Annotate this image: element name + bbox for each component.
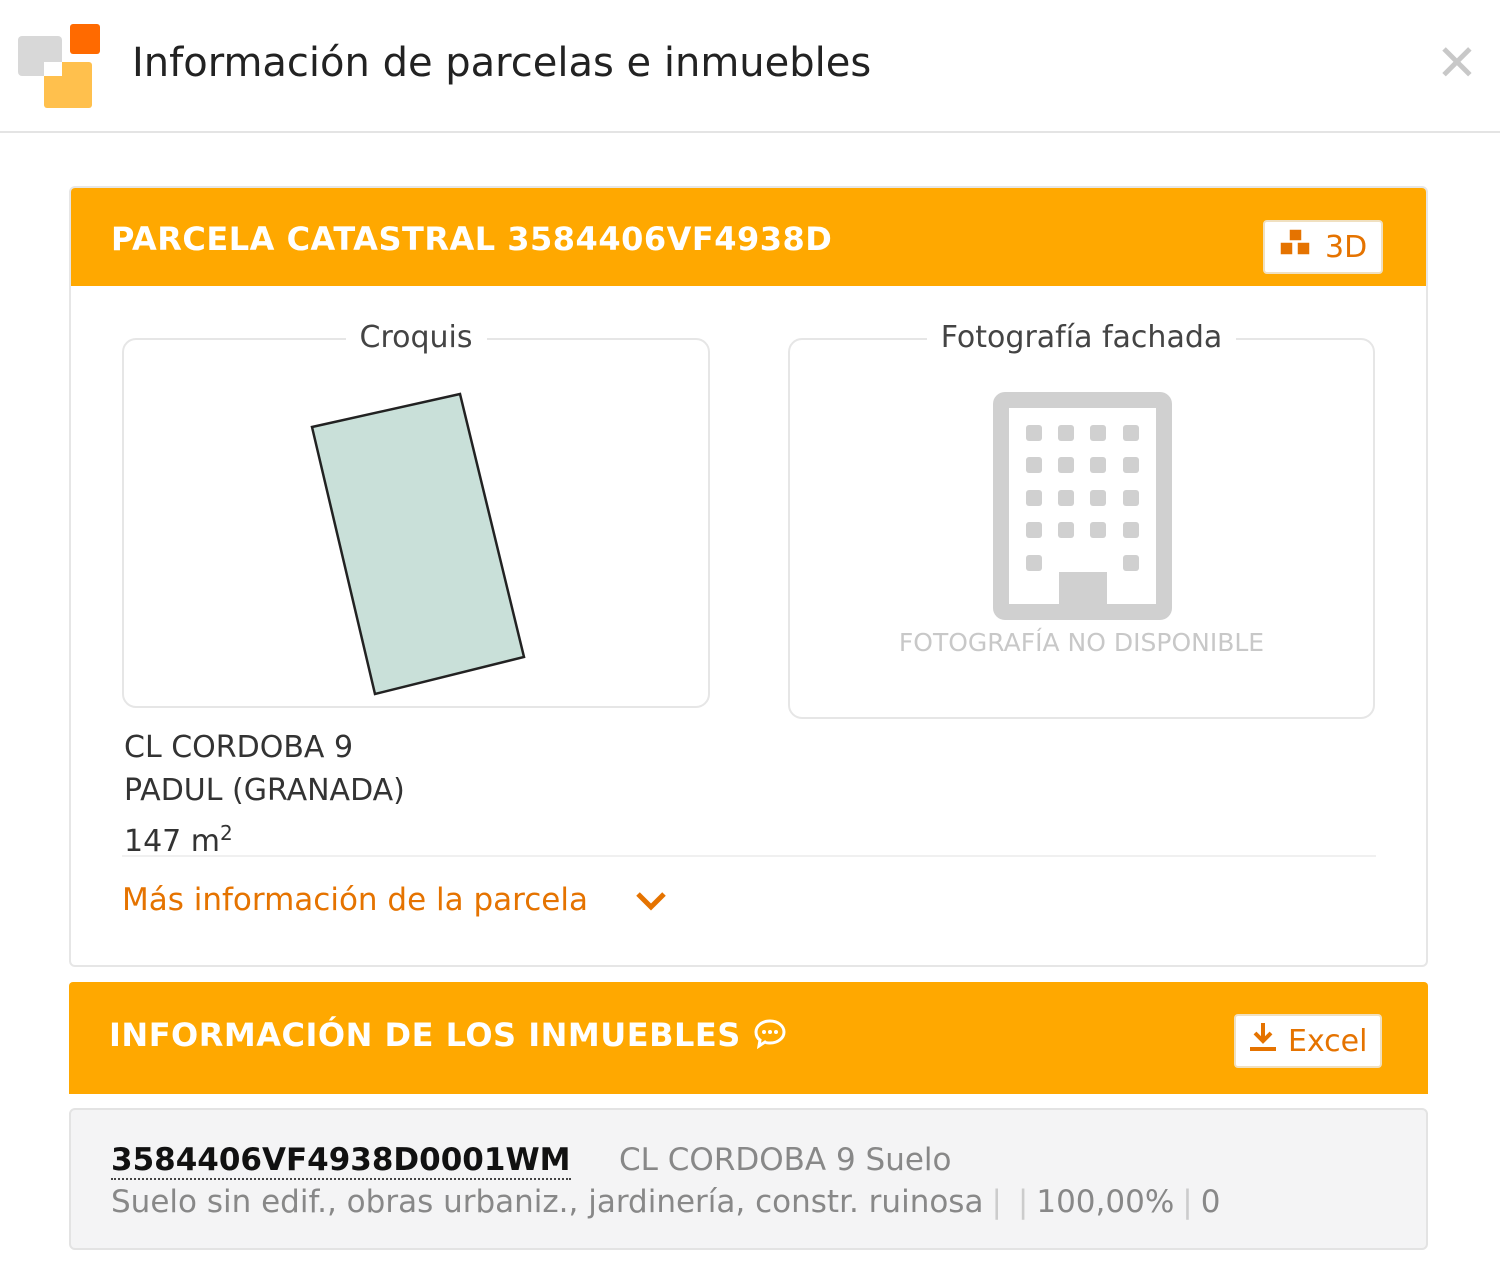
inmueble-details: Suelo sin edif., obras urbaniz., jardine… <box>111 1184 1221 1220</box>
address-line2: PADUL (GRANADA) <box>124 773 405 808</box>
inmuebles-panel: INFORMACIÓN DE LOS INMUEBLES Excel <box>69 982 1428 1094</box>
dialog-header: Información de parcelas e inmuebles ✕ <box>0 0 1500 133</box>
parcel-address: CL CORDOBA 9 PADUL (GRANADA) 147 m2 <box>124 726 405 863</box>
cubes-icon <box>1277 227 1315 267</box>
inmueble-participation: 100,00% <box>1036 1184 1175 1220</box>
parcel-area: 147 m <box>124 824 221 859</box>
inmueble-row: 3584406VF4938D0001WM CL CORDOBA 9 Suelo … <box>69 1108 1428 1250</box>
more-info-label: Más información de la parcela <box>122 882 588 918</box>
croquis-box: Croquis <box>122 320 710 708</box>
chevron-down-icon <box>634 884 668 920</box>
3d-button[interactable]: 3D <box>1263 220 1383 274</box>
excel-button[interactable]: Excel <box>1234 1014 1382 1068</box>
divider <box>122 855 1376 857</box>
area-unit: 2 <box>220 821 233 845</box>
inmuebles-header: INFORMACIÓN DE LOS INMUEBLES Excel <box>69 982 1428 1094</box>
parcela-header: PARCELA CATASTRAL 3584406VF4938D 3D <box>71 188 1426 286</box>
building-icon <box>993 392 1172 620</box>
parcel-sketch <box>310 392 526 696</box>
parcela-panel: PARCELA CATASTRAL 3584406VF4938D 3D <box>69 186 1428 967</box>
excel-label: Excel <box>1288 1023 1368 1059</box>
download-icon <box>1248 1021 1278 1061</box>
parcela-title: PARCELA CATASTRAL 3584406VF4938D <box>111 220 833 258</box>
foto-box: Fotografía fachada FOTOGRAFÍA NO DISPONI… <box>788 320 1375 719</box>
inmueble-year: 0 <box>1200 1184 1221 1220</box>
inmueble-address: CL CORDOBA 9 Suelo <box>619 1142 952 1178</box>
foto-label: Fotografía fachada <box>926 320 1237 355</box>
inmueble-use: Suelo sin edif., obras urbaniz., jardine… <box>111 1184 984 1220</box>
inmuebles-title: INFORMACIÓN DE LOS INMUEBLES <box>109 1016 788 1057</box>
croquis-label: Croquis <box>345 320 487 355</box>
3d-label: 3D <box>1325 229 1368 265</box>
inmueble-ref-link[interactable]: 3584406VF4938D0001WM <box>111 1142 571 1180</box>
more-info-link[interactable]: Más información de la parcela <box>122 882 668 920</box>
close-icon[interactable]: ✕ <box>1436 34 1478 92</box>
comment-icon[interactable] <box>752 1017 788 1057</box>
address-line1: CL CORDOBA 9 <box>124 730 354 765</box>
app-logo <box>18 24 100 108</box>
foto-unavailable: FOTOGRAFÍA NO DISPONIBLE <box>898 628 1265 657</box>
dialog-title: Información de parcelas e inmuebles <box>132 40 872 86</box>
